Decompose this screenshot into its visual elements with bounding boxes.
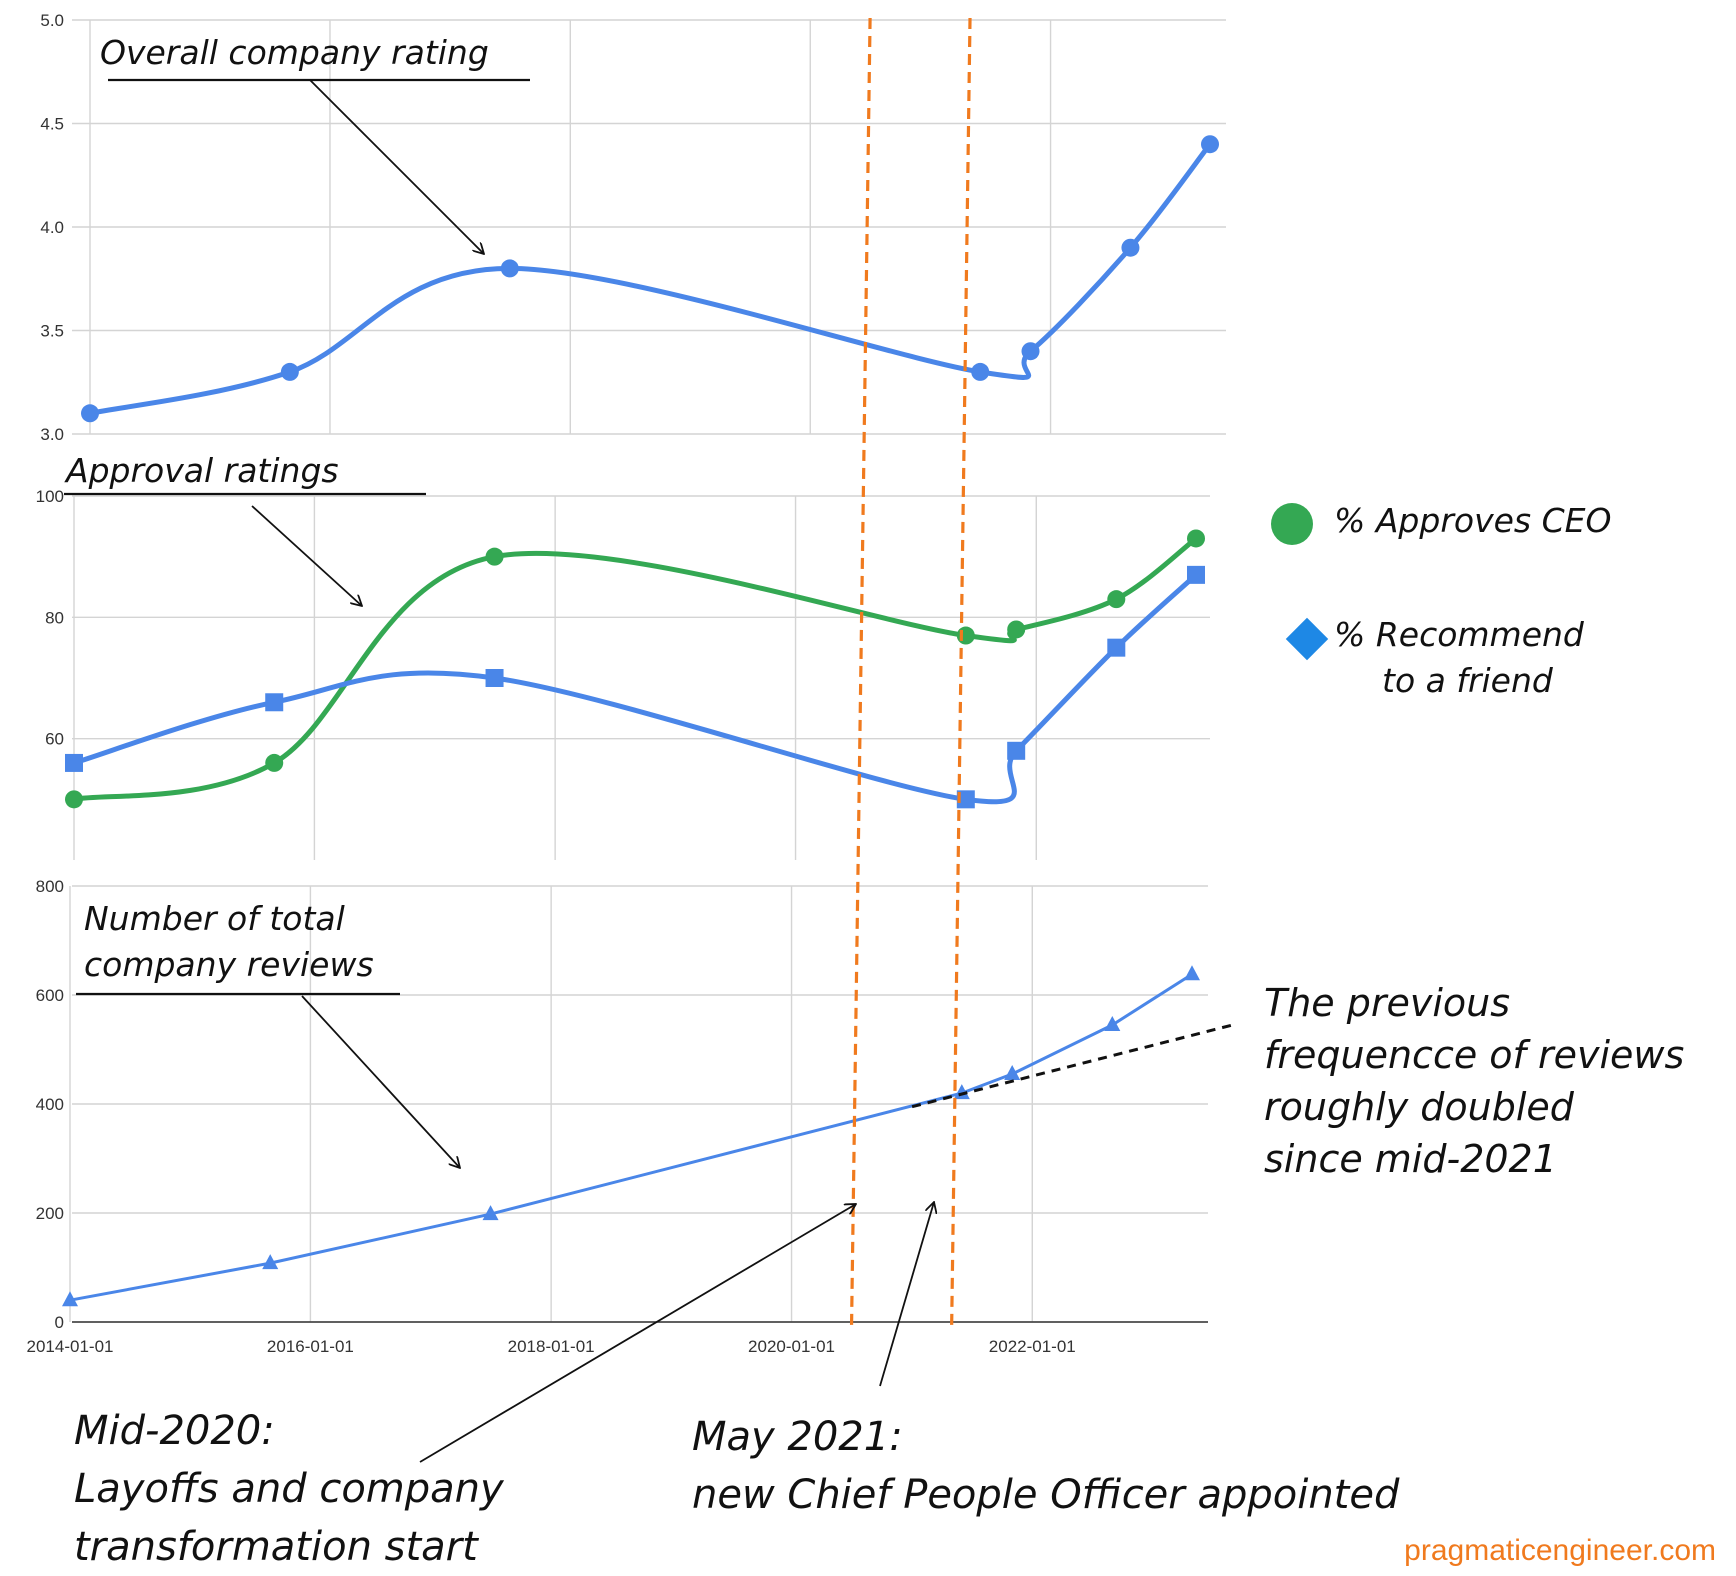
data-point xyxy=(62,1291,78,1307)
total-reviews-arrow xyxy=(301,995,460,1168)
overall-rating-panel: 3.0 3.5 4.0 4.5 5.0 Overall company rating xyxy=(40,11,1226,444)
reviews-frequency-line-3: roughly doubled xyxy=(1264,1085,1575,1129)
y-tick-label: 80 xyxy=(45,608,64,627)
previous-frequency-trend-line xyxy=(911,1023,1233,1109)
y-tick-label: 60 xyxy=(45,730,64,749)
overall-rating-y-axis: 3.0 3.5 4.0 4.5 5.0 xyxy=(40,11,64,444)
total-reviews-y-axis: 0 200 400 600 800 xyxy=(36,877,64,1332)
series-line xyxy=(71,535,1199,802)
legend-approves-ceo-marker xyxy=(1271,503,1313,545)
data-point xyxy=(1104,1015,1121,1031)
data-point xyxy=(500,259,519,278)
legend-recommend-marker xyxy=(1285,617,1329,661)
data-point xyxy=(1007,741,1026,760)
y-tick-label: 4.5 xyxy=(40,115,64,134)
reviews-frequency-line-4: since mid-2021 xyxy=(1264,1137,1557,1181)
data-point xyxy=(65,790,83,809)
data-point xyxy=(280,362,299,381)
data-point xyxy=(265,753,284,772)
total-reviews-title-line-2: company reviews xyxy=(84,945,374,984)
series-line xyxy=(71,572,1199,805)
legend-recommend-label-line-2: to a friend xyxy=(1382,661,1554,700)
data-point xyxy=(956,626,975,645)
overall-rating-series xyxy=(81,135,1219,423)
y-tick-label: 5.0 xyxy=(40,11,64,30)
legend-approves-ceo-label: % Approves CEO xyxy=(1334,501,1611,540)
legend-recommend-label-line-1: % Recommend xyxy=(1334,615,1585,654)
data-point xyxy=(1107,638,1126,657)
overall-rating-title: Overall company rating xyxy=(100,33,489,72)
approval-ratings-y-axis: 60 80 100 xyxy=(36,487,64,749)
reviews-frequency-line-2: frequencce of reviews xyxy=(1264,1033,1684,1077)
data-point xyxy=(1107,590,1126,609)
mid-2020-annotation: Mid-2020: Layoffs and company transforma… xyxy=(74,1408,516,1570)
y-tick-label: 100 xyxy=(36,487,64,506)
series-line xyxy=(68,972,1194,1302)
data-point xyxy=(1004,1065,1021,1081)
y-tick-label: 3.5 xyxy=(40,322,64,341)
y-tick-label: 400 xyxy=(36,1095,64,1114)
data-point xyxy=(65,753,83,772)
total-reviews-x-axis: 2014-01-01 2016-01-01 2018-01-01 2020-01-01… xyxy=(27,1337,1076,1356)
data-point xyxy=(1201,135,1219,154)
data-point xyxy=(265,693,284,712)
mid-2020-line-3: transformation start xyxy=(74,1524,479,1570)
y-tick-label: 600 xyxy=(36,986,64,1005)
watermark: pragmaticengineer.com xyxy=(1404,1534,1716,1567)
data-point xyxy=(1184,965,1200,981)
event-line xyxy=(849,17,872,1331)
y-tick-label: 4.0 xyxy=(40,218,64,237)
total-reviews-title: Number of total company reviews xyxy=(84,899,374,984)
reviews-frequency-annotation: The previous frequencce of reviews rough… xyxy=(1264,981,1696,1181)
data-point xyxy=(482,1205,499,1221)
may-2021-annotation: May 2021: new Chief People Officer appoi… xyxy=(692,1414,1400,1518)
overall-rating-grid xyxy=(72,19,1226,435)
x-tick-label: 2018-01-01 xyxy=(508,1337,595,1356)
data-point xyxy=(956,790,975,809)
data-point xyxy=(485,547,504,566)
total-reviews-panel: 0 200 400 600 800 2014-01-01 2016-01-01 2018-0… xyxy=(27,877,1233,1356)
legend-recommend-label: % Recommend to a friend xyxy=(1334,615,1594,700)
x-tick-label: 2022-01-01 xyxy=(989,1337,1076,1356)
data-point xyxy=(1121,238,1140,257)
data-point xyxy=(971,362,990,381)
mid-2020-arrow xyxy=(419,1204,856,1463)
data-point xyxy=(1021,342,1040,361)
data-point xyxy=(81,404,99,423)
series-line xyxy=(87,141,1213,416)
y-tick-label: 200 xyxy=(36,1204,64,1223)
total-reviews-title-line-1: Number of total xyxy=(84,899,345,938)
y-tick-label: 0 xyxy=(55,1313,64,1332)
total-reviews-grid xyxy=(69,885,1208,1323)
data-point xyxy=(953,1084,970,1100)
y-tick-label: 3.0 xyxy=(40,425,64,444)
x-tick-label: 2020-01-01 xyxy=(748,1337,835,1356)
approval-ratings-series xyxy=(65,529,1205,809)
x-tick-label: 2016-01-01 xyxy=(267,1337,354,1356)
may-2021-arrow xyxy=(879,1202,934,1387)
data-point xyxy=(1007,620,1026,639)
approval-ratings-panel: 60 80 100 Approval ratings xyxy=(36,451,1210,860)
reviews-frequency-line-1: The previous xyxy=(1264,981,1510,1025)
may-2021-line-2: new Chief People Officer appointed xyxy=(692,1472,1400,1518)
legend: % Approves CEO % Recommend to a friend xyxy=(1271,501,1611,700)
mid-2020-line-2: Layoffs and company xyxy=(74,1466,505,1512)
overall-rating-arrow xyxy=(309,79,484,254)
event-line xyxy=(949,17,972,1331)
y-tick-label: 800 xyxy=(36,877,64,896)
approval-ratings-title: Approval ratings xyxy=(64,451,339,490)
approval-ratings-grid xyxy=(72,495,1210,860)
data-point xyxy=(262,1254,279,1270)
approval-ratings-arrow xyxy=(251,505,362,606)
x-tick-label: 2014-01-01 xyxy=(27,1337,114,1356)
total-reviews-series xyxy=(62,965,1200,1307)
may-2021-line-1: May 2021: xyxy=(692,1414,903,1460)
data-point xyxy=(485,669,504,687)
data-point xyxy=(1187,529,1205,548)
event-lines xyxy=(849,17,972,1331)
data-point xyxy=(1187,565,1205,584)
mid-2020-line-1: Mid-2020: xyxy=(74,1408,275,1454)
